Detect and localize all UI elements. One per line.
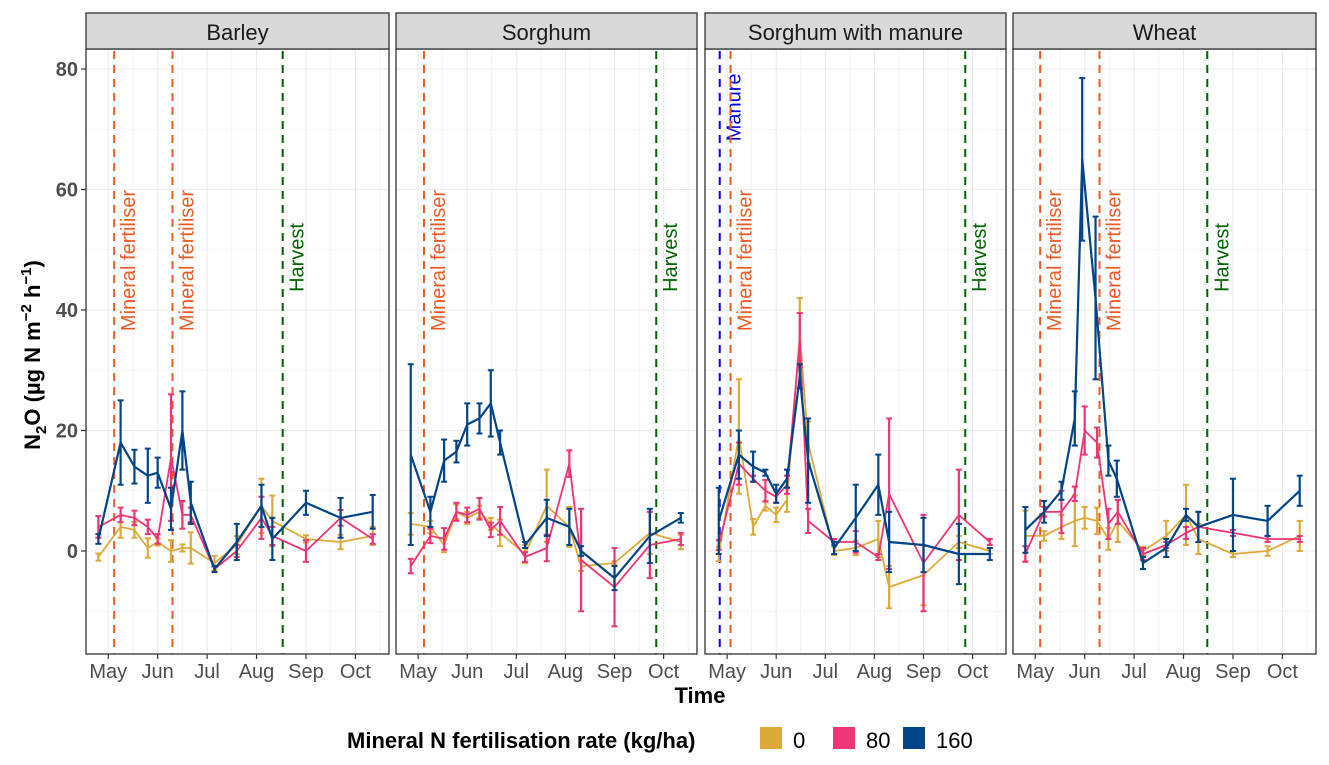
x-tick-label: Jun bbox=[1069, 661, 1101, 683]
event-label: Harvest bbox=[969, 223, 991, 292]
y-tick-label: 0 bbox=[67, 541, 78, 563]
y-axis: 0 20 40 60 80 bbox=[56, 59, 86, 563]
series-80 bbox=[407, 449, 684, 628]
legend-swatch bbox=[903, 727, 925, 749]
panel-background bbox=[705, 49, 1006, 654]
x-tick-label: May bbox=[1016, 661, 1054, 683]
event-label: Mineral fertiliser bbox=[735, 190, 757, 331]
panels-layer: Mineral fertiliser Mineral fertiliser Harv… bbox=[85, 12, 1317, 683]
x-tick-label: Oct bbox=[1267, 661, 1299, 683]
legend-swatch bbox=[760, 727, 782, 749]
event-label: Mineral fertiliser bbox=[177, 190, 199, 331]
x-tick-label: Aug bbox=[239, 661, 275, 683]
legend-label: 0 bbox=[793, 728, 805, 753]
x-tick-label: Sep bbox=[597, 661, 633, 683]
event-label: Harvest bbox=[660, 223, 682, 292]
legend-item-160: 160 bbox=[903, 727, 973, 753]
panel-sorghum-with-manure: Manure Mineral fertiliser Harvest Sorghum w… bbox=[704, 12, 1007, 683]
x-tick-label: Jun bbox=[451, 661, 483, 683]
series-160 bbox=[95, 390, 376, 574]
facet-strip bbox=[1012, 12, 1317, 50]
event-label: Harvest bbox=[287, 223, 309, 292]
x-tick-label: Sep bbox=[288, 661, 324, 683]
event-label: Mineral fertiliser bbox=[428, 190, 450, 331]
event-label: Manure bbox=[724, 73, 746, 141]
facet-title: Sorghum with manure bbox=[748, 20, 963, 45]
x-tick-label: Jun bbox=[760, 661, 792, 683]
facet-title: Wheat bbox=[1133, 20, 1197, 45]
legend-title: Mineral N fertilisation rate (kg/ha) bbox=[347, 728, 695, 753]
x-tick-label: Jul bbox=[194, 661, 220, 683]
event-label: Mineral fertiliser bbox=[118, 190, 140, 331]
panel-wheat: Mineral fertiliser Mineral fertiliser Harv… bbox=[1012, 12, 1317, 683]
x-tick-label: May bbox=[708, 661, 746, 683]
x-tick-label: Sep bbox=[1215, 661, 1251, 683]
x-tick-label: Oct bbox=[340, 661, 372, 683]
legend-label: 80 bbox=[866, 728, 890, 753]
x-tick-label: May bbox=[89, 661, 127, 683]
legend-item-0: 0 bbox=[760, 727, 805, 753]
x-tick-label: Jul bbox=[504, 661, 530, 683]
event-label: Mineral fertiliser bbox=[1044, 190, 1066, 331]
x-tick-label: Oct bbox=[957, 661, 989, 683]
y-axis-title: N2O (µg N m−2 h−1) bbox=[18, 260, 50, 450]
x-axis-title: Time bbox=[675, 683, 726, 708]
legend-item-80: 80 bbox=[833, 727, 890, 753]
facet-title: Sorghum bbox=[502, 20, 591, 45]
panel-sorghum: Mineral fertiliser Harvest Sorghum May Jun Ju… bbox=[395, 12, 698, 683]
x-tick-label: Aug bbox=[548, 661, 584, 683]
x-tick-label: Jul bbox=[1121, 661, 1147, 683]
legend-swatch bbox=[833, 727, 855, 749]
x-tick-label: Jun bbox=[142, 661, 174, 683]
x-tick-label: Oct bbox=[648, 661, 680, 683]
x-tick-label: Jul bbox=[813, 661, 839, 683]
event-label: Harvest bbox=[1211, 223, 1233, 292]
legend-label: 160 bbox=[936, 728, 973, 753]
panel-background bbox=[1013, 49, 1316, 654]
legend-items: 0 80 160 bbox=[760, 727, 973, 753]
facet-strip bbox=[85, 12, 390, 50]
y-tick-label: 40 bbox=[56, 300, 78, 322]
y-tick-label: 20 bbox=[56, 421, 78, 443]
facet-strip bbox=[395, 12, 698, 50]
facet-title: Barley bbox=[206, 20, 268, 45]
facet-strip bbox=[704, 12, 1007, 50]
y-tick-label: 60 bbox=[56, 180, 78, 202]
x-tick-label: Aug bbox=[857, 661, 893, 683]
series-160 bbox=[407, 363, 684, 592]
x-tick-label: Aug bbox=[1166, 661, 1202, 683]
x-tick-label: May bbox=[399, 661, 437, 683]
event-label: Mineral fertiliser bbox=[1104, 190, 1126, 331]
panel-barley: Mineral fertiliser Mineral fertiliser Harv… bbox=[85, 12, 390, 683]
panel-background bbox=[86, 49, 389, 654]
series-160 bbox=[715, 363, 993, 586]
y-tick-label: 80 bbox=[56, 59, 78, 81]
series-160 bbox=[1022, 77, 1303, 571]
x-tick-label: Sep bbox=[906, 661, 942, 683]
legend: Mineral N fertilisation rate (kg/ha) 0 80… bbox=[347, 727, 973, 753]
